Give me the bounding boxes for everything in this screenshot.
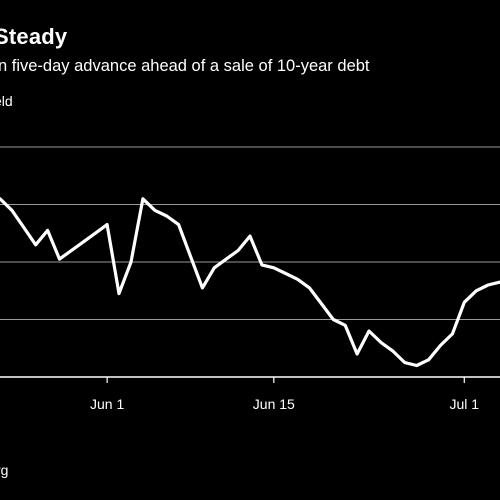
- x-tick-label-0: Jun 1: [90, 396, 124, 412]
- chart-title: Steady: [0, 24, 68, 49]
- x-tick-label-1: Jun 15: [253, 396, 295, 412]
- y-unit-label: eld: [0, 93, 13, 109]
- source-label: rg: [0, 462, 9, 478]
- chart-subtitle: n five-day advance ahead of a sale of 10…: [0, 57, 370, 75]
- x-tick-label-2: Jul 1: [449, 396, 479, 412]
- series-line-0: [0, 197, 500, 368]
